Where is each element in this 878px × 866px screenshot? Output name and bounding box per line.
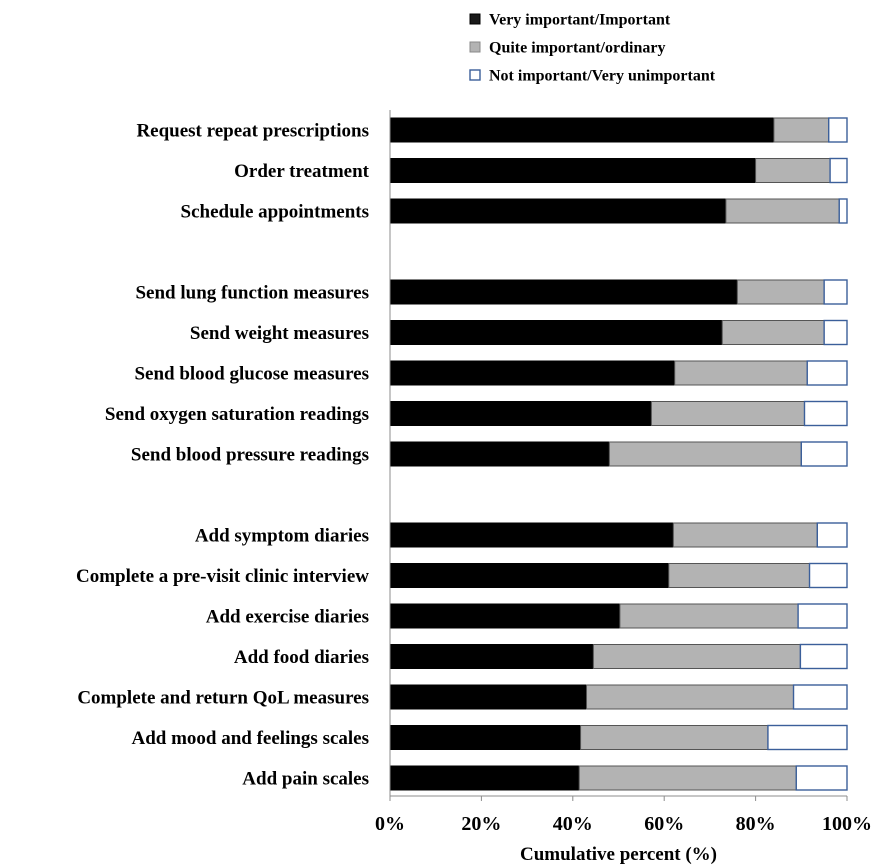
- bar-schedule-appointments-very-important-important: [389, 198, 727, 224]
- category-label-send-weight-measures: Send weight measures: [190, 323, 369, 344]
- bar-complete-and-return-qol-measures-not-important-very-unimportant: [792, 684, 848, 710]
- bar-add-pain-scales-very-important-important: [389, 765, 580, 791]
- category-label-send-lung-function-measures: Send lung function measures: [135, 283, 369, 304]
- category-label-add-symptom-diaries: Add symptom diaries: [195, 526, 369, 547]
- legend-label-not-important-very-unimportant: Not important/Very unimportant: [489, 68, 716, 85]
- bar-request-repeat-prescriptions-very-important-important: [389, 117, 775, 143]
- bar-request-repeat-prescriptions-quite-important-ordinary: [773, 117, 830, 143]
- bar-add-exercise-diaries-not-important-very-unimportant: [797, 603, 848, 629]
- bar-order-treatment-quite-important-ordinary: [755, 158, 831, 183]
- legend-swatch-not-important-very-unimportant: [469, 69, 481, 81]
- bar-complete-a-pre-visit-clinic-interview-not-important-very-unimportant: [808, 562, 848, 589]
- bar-add-mood-and-feelings-scales-very-important-important: [389, 725, 582, 750]
- legend-label-very-important-important: Very important/Important: [489, 12, 671, 29]
- bar-add-exercise-diaries-quite-important-ordinary: [619, 603, 799, 629]
- category-labels: Request repeat prescriptions Order treatm…: [76, 121, 370, 790]
- axes: 0% 20% 40% 60% 80% 100%: [375, 110, 872, 835]
- bar-add-food-diaries-very-important-important: [389, 644, 594, 669]
- category-label-add-food-diaries: Add food diaries: [234, 647, 369, 668]
- bar-send-lung-function-measures-very-important-important: [389, 279, 738, 305]
- bar-send-blood-pressure-readings-quite-important-ordinary: [608, 441, 802, 467]
- category-label-send-oxygen-saturation-readings: Send oxygen saturation readings: [105, 404, 369, 425]
- bar-request-repeat-prescriptions-not-important-very-unimportant: [828, 117, 848, 143]
- bars-group: [389, 117, 848, 791]
- bar-add-mood-and-feelings-scales-not-important-very-unimportant: [767, 724, 848, 751]
- bar-order-treatment-very-important-important: [389, 158, 757, 183]
- bar-send-weight-measures-very-important-important: [389, 320, 723, 345]
- category-label-add-mood-and-feelings-scales: Add mood and feelings scales: [131, 728, 369, 749]
- bar-send-blood-glucose-measures-quite-important-ordinary: [674, 360, 808, 386]
- bar-schedule-appointments-quite-important-ordinary: [725, 198, 840, 224]
- category-label-add-pain-scales: Add pain scales: [242, 769, 369, 790]
- bar-complete-a-pre-visit-clinic-interview-very-important-important: [389, 563, 670, 588]
- x-tick-label: 0%: [375, 813, 405, 835]
- legend: Very important/Important Quite important/…: [469, 12, 716, 85]
- category-label-request-repeat-prescriptions: Request repeat prescriptions: [136, 121, 369, 142]
- category-label-add-exercise-diaries: Add exercise diaries: [206, 607, 369, 628]
- bar-add-food-diaries-quite-important-ordinary: [592, 644, 801, 669]
- x-tick-label: 40%: [553, 813, 593, 835]
- bar-schedule-appointments-not-important-very-unimportant: [838, 198, 848, 224]
- legend-swatch-very-important-important: [469, 13, 481, 25]
- bar-complete-and-return-qol-measures-quite-important-ordinary: [586, 684, 795, 710]
- bar-add-pain-scales-not-important-very-unimportant: [795, 765, 848, 791]
- x-tick-label: 80%: [736, 813, 776, 835]
- bar-send-lung-function-measures-not-important-very-unimportant: [823, 279, 848, 305]
- bar-send-lung-function-measures-quite-important-ordinary: [736, 279, 825, 305]
- x-axis-title: Cumulative percent (%): [520, 844, 717, 865]
- category-label-send-blood-glucose-measures: Send blood glucose measures: [134, 364, 369, 385]
- bar-add-mood-and-feelings-scales-quite-important-ordinary: [580, 725, 769, 750]
- bar-add-exercise-diaries-very-important-important: [389, 603, 621, 629]
- bar-send-oxygen-saturation-readings-very-important-important: [389, 401, 652, 426]
- bar-send-blood-pressure-readings-not-important-very-unimportant: [800, 441, 848, 467]
- bar-send-blood-glucose-measures-not-important-very-unimportant: [806, 360, 848, 386]
- bar-add-symptom-diaries-very-important-important: [389, 522, 674, 548]
- bar-add-symptom-diaries-quite-important-ordinary: [672, 522, 818, 548]
- bar-add-symptom-diaries-not-important-very-unimportant: [816, 522, 848, 548]
- bar-add-food-diaries-not-important-very-unimportant: [799, 643, 848, 670]
- x-tick-label: 20%: [461, 813, 501, 835]
- x-tick-label: 60%: [644, 813, 684, 835]
- bar-send-blood-glucose-measures-very-important-important: [389, 360, 676, 386]
- bar-send-oxygen-saturation-readings-quite-important-ordinary: [650, 401, 806, 426]
- category-label-complete-and-return-qol-measures: Complete and return QoL measures: [77, 688, 369, 709]
- bar-send-weight-measures-quite-important-ordinary: [721, 320, 825, 345]
- category-label-complete-a-pre-visit-clinic-interview: Complete a pre-visit clinic interview: [76, 566, 369, 587]
- bar-complete-and-return-qol-measures-very-important-important: [389, 684, 588, 710]
- bar-send-oxygen-saturation-readings-not-important-very-unimportant: [803, 400, 848, 427]
- bar-send-weight-measures-not-important-very-unimportant: [823, 319, 848, 346]
- category-label-send-blood-pressure-readings: Send blood pressure readings: [131, 445, 369, 466]
- x-tick-label: 100%: [822, 813, 872, 835]
- bar-complete-a-pre-visit-clinic-interview-quite-important-ordinary: [668, 563, 811, 588]
- legend-label-quite-important-ordinary: Quite important/ordinary: [489, 40, 665, 57]
- bar-send-blood-pressure-readings-very-important-important: [389, 441, 610, 467]
- bar-order-treatment-not-important-very-unimportant: [829, 157, 848, 184]
- bar-add-pain-scales-quite-important-ordinary: [578, 765, 797, 791]
- legend-swatch-quite-important-ordinary: [469, 41, 481, 53]
- category-label-schedule-appointments: Schedule appointments: [181, 202, 369, 223]
- category-label-order-treatment: Order treatment: [234, 161, 370, 182]
